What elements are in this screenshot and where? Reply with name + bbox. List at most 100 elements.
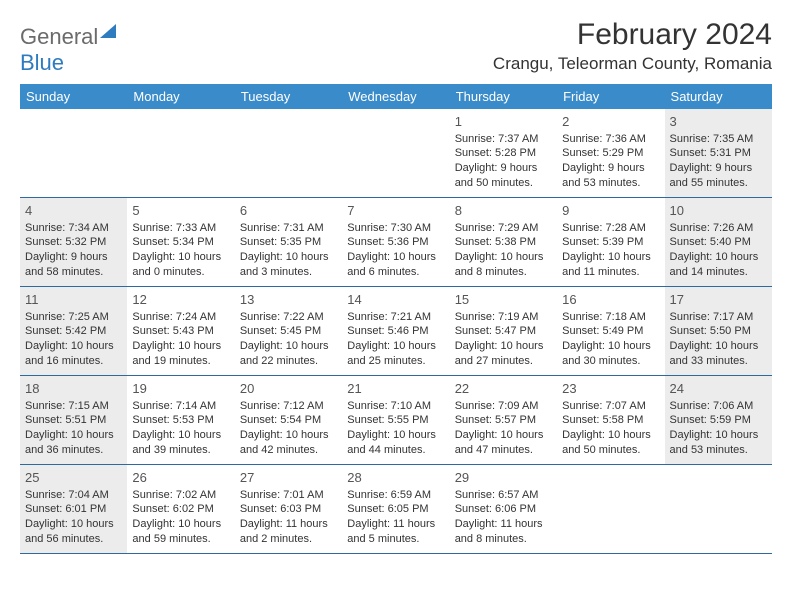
sunset-text: Sunset: 5:36 PM <box>347 235 444 250</box>
daylight-text: Daylight: 9 hours and 53 minutes. <box>562 161 659 191</box>
day-cell <box>665 465 772 553</box>
sunset-text: Sunset: 5:34 PM <box>132 235 229 250</box>
daylight-text: Daylight: 11 hours and 2 minutes. <box>240 517 337 547</box>
page-title: February 2024 <box>493 18 772 52</box>
sunrise-text: Sunrise: 7:36 AM <box>562 132 659 147</box>
daylight-text: Daylight: 10 hours and 8 minutes. <box>455 250 552 280</box>
day-cell: 24Sunrise: 7:06 AMSunset: 5:59 PMDayligh… <box>665 376 772 464</box>
day-cell: 8Sunrise: 7:29 AMSunset: 5:38 PMDaylight… <box>450 198 557 286</box>
week-row: 18Sunrise: 7:15 AMSunset: 5:51 PMDayligh… <box>20 376 772 465</box>
sunset-text: Sunset: 5:38 PM <box>455 235 552 250</box>
sunrise-text: Sunrise: 7:22 AM <box>240 310 337 325</box>
sunrise-text: Sunrise: 7:19 AM <box>455 310 552 325</box>
week-row: 4Sunrise: 7:34 AMSunset: 5:32 PMDaylight… <box>20 198 772 287</box>
day-number: 6 <box>240 202 337 220</box>
day-number: 1 <box>455 113 552 131</box>
day-number: 14 <box>347 291 444 309</box>
weekday-friday: Friday <box>557 84 664 109</box>
sunset-text: Sunset: 5:51 PM <box>25 413 122 428</box>
sunset-text: Sunset: 6:06 PM <box>455 502 552 517</box>
sunset-text: Sunset: 5:40 PM <box>670 235 767 250</box>
sunrise-text: Sunrise: 7:06 AM <box>670 399 767 414</box>
day-cell: 23Sunrise: 7:07 AMSunset: 5:58 PMDayligh… <box>557 376 664 464</box>
daylight-text: Daylight: 10 hours and 16 minutes. <box>25 339 122 369</box>
day-cell: 20Sunrise: 7:12 AMSunset: 5:54 PMDayligh… <box>235 376 342 464</box>
triangle-icon <box>100 24 116 38</box>
day-number: 26 <box>132 469 229 487</box>
day-cell: 15Sunrise: 7:19 AMSunset: 5:47 PMDayligh… <box>450 287 557 375</box>
day-number: 10 <box>670 202 767 220</box>
weekday-sunday: Sunday <box>20 84 127 109</box>
day-cell: 27Sunrise: 7:01 AMSunset: 6:03 PMDayligh… <box>235 465 342 553</box>
sunset-text: Sunset: 5:47 PM <box>455 324 552 339</box>
daylight-text: Daylight: 10 hours and 59 minutes. <box>132 517 229 547</box>
day-number: 28 <box>347 469 444 487</box>
daylight-text: Daylight: 10 hours and 47 minutes. <box>455 428 552 458</box>
weeks-container: 1Sunrise: 7:37 AMSunset: 5:28 PMDaylight… <box>20 109 772 554</box>
day-number: 18 <box>25 380 122 398</box>
day-number: 16 <box>562 291 659 309</box>
sunrise-text: Sunrise: 7:37 AM <box>455 132 552 147</box>
day-cell: 4Sunrise: 7:34 AMSunset: 5:32 PMDaylight… <box>20 198 127 286</box>
daylight-text: Daylight: 10 hours and 0 minutes. <box>132 250 229 280</box>
sunset-text: Sunset: 5:59 PM <box>670 413 767 428</box>
day-cell: 17Sunrise: 7:17 AMSunset: 5:50 PMDayligh… <box>665 287 772 375</box>
sunset-text: Sunset: 5:35 PM <box>240 235 337 250</box>
daylight-text: Daylight: 10 hours and 3 minutes. <box>240 250 337 280</box>
sunset-text: Sunset: 5:29 PM <box>562 146 659 161</box>
week-row: 11Sunrise: 7:25 AMSunset: 5:42 PMDayligh… <box>20 287 772 376</box>
day-number: 19 <box>132 380 229 398</box>
daylight-text: Daylight: 10 hours and 36 minutes. <box>25 428 122 458</box>
sunset-text: Sunset: 5:53 PM <box>132 413 229 428</box>
day-cell <box>557 465 664 553</box>
sunset-text: Sunset: 6:02 PM <box>132 502 229 517</box>
daylight-text: Daylight: 10 hours and 27 minutes. <box>455 339 552 369</box>
sunset-text: Sunset: 5:39 PM <box>562 235 659 250</box>
day-cell: 9Sunrise: 7:28 AMSunset: 5:39 PMDaylight… <box>557 198 664 286</box>
sunrise-text: Sunrise: 7:25 AM <box>25 310 122 325</box>
sunrise-text: Sunrise: 7:33 AM <box>132 221 229 236</box>
weekday-saturday: Saturday <box>665 84 772 109</box>
day-cell: 11Sunrise: 7:25 AMSunset: 5:42 PMDayligh… <box>20 287 127 375</box>
day-cell: 1Sunrise: 7:37 AMSunset: 5:28 PMDaylight… <box>450 109 557 197</box>
day-number: 29 <box>455 469 552 487</box>
daylight-text: Daylight: 11 hours and 8 minutes. <box>455 517 552 547</box>
calendar: Sunday Monday Tuesday Wednesday Thursday… <box>20 84 772 554</box>
sunrise-text: Sunrise: 7:30 AM <box>347 221 444 236</box>
sunrise-text: Sunrise: 7:31 AM <box>240 221 337 236</box>
weekday-wednesday: Wednesday <box>342 84 449 109</box>
sunset-text: Sunset: 5:54 PM <box>240 413 337 428</box>
day-cell: 16Sunrise: 7:18 AMSunset: 5:49 PMDayligh… <box>557 287 664 375</box>
day-number: 3 <box>670 113 767 131</box>
week-row: 25Sunrise: 7:04 AMSunset: 6:01 PMDayligh… <box>20 465 772 554</box>
sunrise-text: Sunrise: 7:35 AM <box>670 132 767 147</box>
day-number: 11 <box>25 291 122 309</box>
day-cell: 10Sunrise: 7:26 AMSunset: 5:40 PMDayligh… <box>665 198 772 286</box>
sunrise-text: Sunrise: 6:59 AM <box>347 488 444 503</box>
daylight-text: Daylight: 10 hours and 19 minutes. <box>132 339 229 369</box>
sunset-text: Sunset: 5:45 PM <box>240 324 337 339</box>
sunset-text: Sunset: 5:46 PM <box>347 324 444 339</box>
sunrise-text: Sunrise: 7:24 AM <box>132 310 229 325</box>
day-cell: 5Sunrise: 7:33 AMSunset: 5:34 PMDaylight… <box>127 198 234 286</box>
sunrise-text: Sunrise: 7:07 AM <box>562 399 659 414</box>
day-cell: 22Sunrise: 7:09 AMSunset: 5:57 PMDayligh… <box>450 376 557 464</box>
day-number: 8 <box>455 202 552 220</box>
day-number: 12 <box>132 291 229 309</box>
sunrise-text: Sunrise: 7:01 AM <box>240 488 337 503</box>
sunrise-text: Sunrise: 7:26 AM <box>670 221 767 236</box>
day-number: 17 <box>670 291 767 309</box>
day-cell: 21Sunrise: 7:10 AMSunset: 5:55 PMDayligh… <box>342 376 449 464</box>
daylight-text: Daylight: 10 hours and 39 minutes. <box>132 428 229 458</box>
weekday-tuesday: Tuesday <box>235 84 342 109</box>
daylight-text: Daylight: 10 hours and 33 minutes. <box>670 339 767 369</box>
sunrise-text: Sunrise: 6:57 AM <box>455 488 552 503</box>
daylight-text: Daylight: 10 hours and 53 minutes. <box>670 428 767 458</box>
day-number: 4 <box>25 202 122 220</box>
title-block: February 2024 Crangu, Teleorman County, … <box>493 18 772 74</box>
day-cell: 25Sunrise: 7:04 AMSunset: 6:01 PMDayligh… <box>20 465 127 553</box>
sunset-text: Sunset: 6:03 PM <box>240 502 337 517</box>
day-cell: 2Sunrise: 7:36 AMSunset: 5:29 PMDaylight… <box>557 109 664 197</box>
daylight-text: Daylight: 9 hours and 50 minutes. <box>455 161 552 191</box>
sunset-text: Sunset: 5:55 PM <box>347 413 444 428</box>
